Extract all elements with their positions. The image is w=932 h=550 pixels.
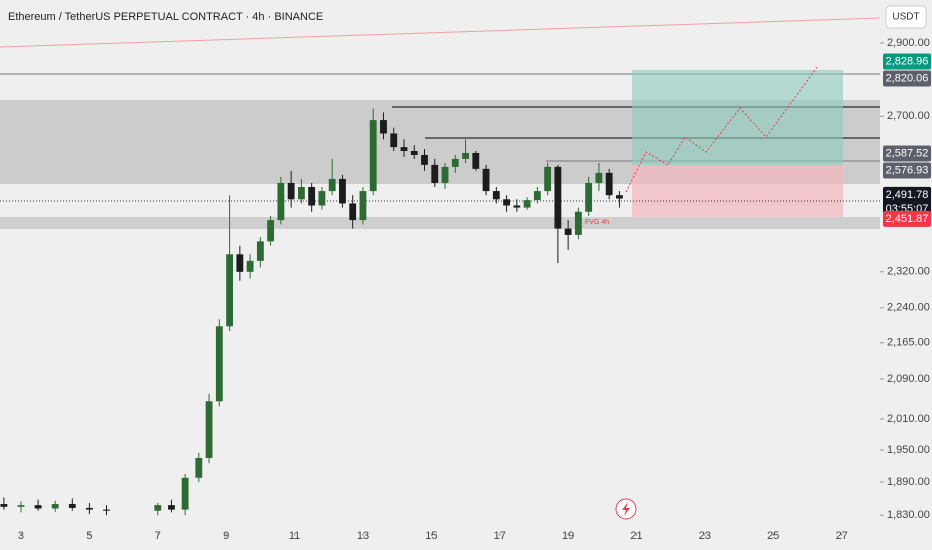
candle-body xyxy=(256,241,264,261)
fvg-zone xyxy=(0,217,880,229)
x-tick-label: 19 xyxy=(562,530,574,542)
price-badge-label: 2,451.87 xyxy=(886,213,929,225)
candle-body xyxy=(513,205,521,208)
x-tick-label: 17 xyxy=(494,530,506,542)
price-badge xyxy=(883,186,931,217)
candle-body xyxy=(349,203,357,221)
x-tick-label: 7 xyxy=(155,530,161,542)
x-tick-label: 3 xyxy=(18,530,24,542)
x-tick-label: 25 xyxy=(767,530,779,542)
x-tick-label: 13 xyxy=(357,530,369,542)
candle-body xyxy=(544,166,552,192)
target-zone xyxy=(632,70,843,165)
candle-body xyxy=(236,254,244,272)
candle-body xyxy=(308,187,316,206)
y-tick-label: 2,900.00 xyxy=(887,37,930,49)
candles xyxy=(0,108,623,516)
currency-label[interactable]: USDT xyxy=(892,12,919,23)
candle-body xyxy=(328,178,336,192)
candle-body xyxy=(503,199,510,206)
y-tick-label: 2,700.00 xyxy=(887,110,930,122)
candle-body xyxy=(85,507,93,510)
candle-body xyxy=(34,505,42,509)
candle-body xyxy=(390,133,398,148)
x-tick-label: 21 xyxy=(630,530,642,542)
candle-body xyxy=(523,200,531,208)
candle-body xyxy=(205,401,213,458)
y-tick-label: 2,165.00 xyxy=(887,337,930,349)
y-tick-label: 1,830.00 xyxy=(887,509,930,521)
price-badge-label: 2,820.06 xyxy=(886,72,929,84)
candle-body xyxy=(277,182,285,221)
candle-body xyxy=(68,504,76,508)
candle-body xyxy=(574,211,582,235)
x-tick-label: 9 xyxy=(223,530,229,542)
candle-body xyxy=(181,477,189,510)
price-badge-label: 2,828.96 xyxy=(886,55,929,67)
chart-title: Ethereum / TetherUS PERPETUAL CONTRACT ·… xyxy=(8,11,323,23)
y-tick-label: 2,320.00 xyxy=(887,266,930,278)
candle-body xyxy=(400,147,408,152)
candle-body xyxy=(154,505,162,511)
candle-body xyxy=(451,158,459,167)
candle-body xyxy=(318,191,326,206)
candle-body xyxy=(421,154,428,165)
trend-line xyxy=(0,17,881,48)
candle-body xyxy=(0,504,8,507)
candle-body xyxy=(215,326,223,402)
candle-body xyxy=(51,504,59,509)
currency-button[interactable] xyxy=(885,5,927,29)
candle-body xyxy=(359,191,367,221)
candle-body xyxy=(482,168,490,192)
candle-body xyxy=(246,260,254,272)
y-tick-label: 2,090.00 xyxy=(887,373,930,385)
candle-body xyxy=(605,172,613,196)
alert-bolt xyxy=(622,502,630,516)
price-badge xyxy=(883,70,931,87)
y-tick-label: 2,240.00 xyxy=(887,302,930,314)
price-badge xyxy=(883,162,931,179)
x-tick-label: 5 xyxy=(86,530,92,542)
price-badge xyxy=(883,210,931,227)
candle-body xyxy=(287,182,295,200)
candle-body xyxy=(533,191,541,201)
candle-body xyxy=(168,505,175,510)
candle-body xyxy=(339,178,346,204)
candle-body xyxy=(462,152,469,159)
price-badge xyxy=(883,53,931,70)
candle-body xyxy=(585,182,593,212)
price-badge-label: 2,576.93 xyxy=(886,164,929,176)
candle-body xyxy=(380,120,387,134)
candle-body xyxy=(595,172,603,183)
candle-body xyxy=(103,509,110,511)
candle-body xyxy=(616,195,623,199)
stop-zone xyxy=(632,165,843,217)
x-tick-label: 11 xyxy=(289,530,300,542)
x-tick-label: 23 xyxy=(699,530,711,542)
candle-body xyxy=(431,164,439,183)
price-badge-label: 2,587.52 xyxy=(886,147,929,159)
candle-body xyxy=(492,191,500,200)
projection-path xyxy=(625,65,819,193)
candle-body xyxy=(226,254,234,327)
candle-body xyxy=(554,166,562,229)
candle-body xyxy=(267,220,275,242)
price-badge xyxy=(883,145,931,162)
y-tick-label: 1,950.00 xyxy=(887,444,930,456)
x-tick-label: 15 xyxy=(425,530,437,542)
candle-body xyxy=(441,166,449,183)
y-tick-label: 1,890.00 xyxy=(887,476,930,488)
candle-body xyxy=(410,151,418,155)
candle-body xyxy=(369,120,377,192)
price-badge-label: 2,491.78 xyxy=(886,189,929,201)
annotation: FVG 4h xyxy=(585,219,609,226)
candle-body xyxy=(297,187,305,200)
candle-body xyxy=(472,152,480,169)
candle-body xyxy=(564,228,572,235)
candle-body xyxy=(195,457,203,478)
candle-body xyxy=(17,505,25,507)
y-tick-label: 2,010.00 xyxy=(887,413,930,425)
x-tick-label: 27 xyxy=(836,530,848,542)
